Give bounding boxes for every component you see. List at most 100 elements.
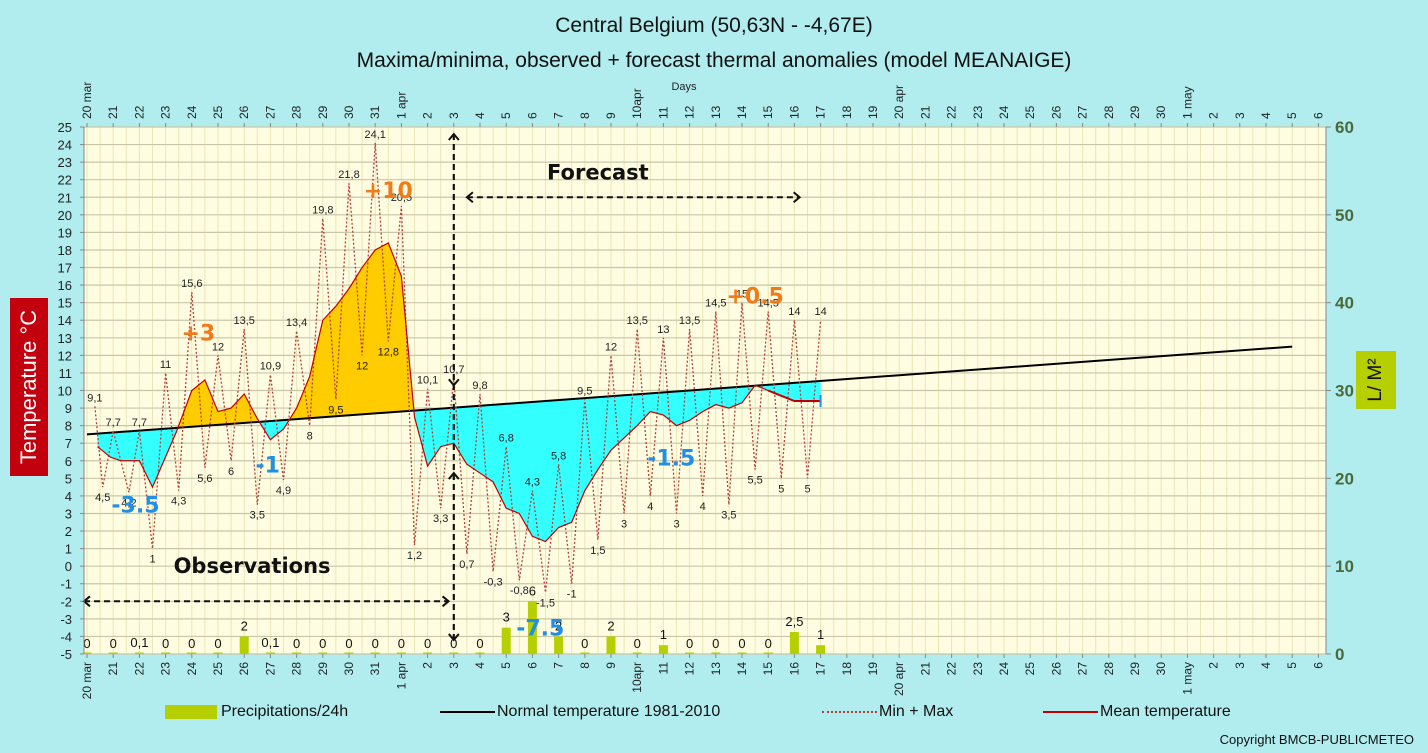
y-tick-label-left: 12: [58, 348, 72, 363]
chart-subtitle: Maxima/minima, observed + forecast therm…: [356, 49, 1072, 72]
x-tick-label-bottom: 13: [709, 662, 723, 676]
min-max-label: 4,3: [171, 496, 186, 508]
precip-bar: [82, 652, 92, 654]
precip-bar: [134, 652, 144, 654]
min-max-label: 1,5: [590, 545, 605, 557]
legend-item-minmax: Min + Max: [822, 701, 953, 723]
x-tick-label-top: 30: [342, 105, 356, 119]
x-tick-label-top: 5: [499, 112, 513, 119]
negative-anomaly-area: [97, 427, 178, 488]
y-tick-label-left: 5: [65, 471, 72, 486]
min-max-label: 10,1: [417, 375, 438, 387]
y-tick-label-left: 16: [58, 278, 72, 293]
x-tick-label-bottom: 24: [185, 662, 199, 676]
x-tick-label-top: 8: [578, 112, 592, 119]
x-tick-label-top: 16: [787, 105, 801, 119]
precip-bar: [239, 636, 249, 654]
x-tick-label-bottom: 4: [1259, 662, 1273, 669]
precip-label: 0: [188, 636, 195, 651]
x-tick-label-bottom: 30: [342, 662, 356, 676]
x-tick-label-bottom: 10apr: [630, 662, 644, 693]
x-tick-label-bottom: 14: [735, 662, 749, 676]
min-max-label: 13,5: [679, 315, 700, 327]
arrow-head-right: [441, 595, 451, 608]
min-max-label: 0,7: [459, 559, 474, 571]
x-tick-label-bottom: 2: [421, 662, 435, 669]
y-tick-label-left: 22: [58, 173, 72, 188]
precip-bar: [737, 652, 747, 654]
min-max-label: 20,5: [391, 192, 412, 204]
copyright: Copyright BMCB-PUBLICMETEO: [1219, 732, 1414, 747]
precip-label: 2,5: [785, 614, 803, 629]
precip-bar: [265, 652, 275, 654]
x-tick-label-bottom: 1 may: [1180, 662, 1194, 695]
legend-item-normal: Normal temperature 1981-2010: [440, 701, 720, 723]
min-max-label: 13,4: [286, 317, 307, 329]
x-tick-label-top: 20 apr: [892, 85, 906, 119]
precip-bar: [554, 636, 564, 654]
x-tick-label-top: 28: [290, 105, 304, 119]
x-tick-label-top: 4: [1259, 112, 1273, 119]
arrow-head-down: [448, 633, 460, 642]
x-tick-label-top: 5: [1285, 112, 1299, 119]
precip-bar: [449, 652, 459, 654]
x-tick-label-bottom: 24: [997, 662, 1011, 676]
min-max-label: 15: [736, 289, 748, 301]
y-tick-label-right: 30: [1335, 382, 1354, 401]
negative-anomaly-area: [756, 380, 821, 402]
min-max-label: 5,5: [747, 475, 762, 487]
x-tick-label-top: 2: [421, 112, 435, 119]
precip-label: 0: [686, 636, 693, 651]
min-max-label: 24,1: [364, 129, 385, 141]
min-max-label: 5,6: [197, 473, 212, 485]
x-tick-label-top: 21: [918, 105, 932, 119]
x-tick-label-bottom: 7: [552, 662, 566, 669]
y-tick-label-left: 23: [58, 155, 72, 170]
precip-label: 0: [319, 636, 326, 651]
min-max-label: 1: [149, 554, 155, 566]
min-max-label: 6,8: [499, 433, 514, 445]
precip-label: 0,1: [130, 635, 148, 650]
y-axis-right-title-text: L/ M²: [1365, 358, 1386, 402]
x-tick-label-top: 23: [971, 105, 985, 119]
min-max-label: 4,9: [276, 485, 291, 497]
min-max-label: 12,8: [378, 346, 399, 358]
y-tick-label-right: 50: [1335, 206, 1354, 225]
min-max-label: 14: [788, 306, 800, 318]
y-tick-label-left: 3: [65, 506, 72, 521]
x-tick-label-top: 20 mar: [80, 82, 94, 119]
legend-label-mean: Mean temperature: [1100, 703, 1231, 720]
x-tick-label-bottom: 16: [787, 662, 801, 676]
min-max-label: 3,5: [250, 510, 265, 522]
min-max-label: 3: [673, 518, 679, 530]
precip-bar: [475, 652, 485, 654]
min-max-label: 10,9: [260, 361, 281, 373]
y-tick-label-right: 0: [1335, 645, 1344, 664]
min-max-label: 4,5: [95, 492, 110, 504]
x-tick-label-top: 25: [211, 105, 225, 119]
precip-label: 0: [765, 636, 772, 651]
x-tick-label-bottom: 18: [840, 662, 854, 676]
negative-anomaly-area: [259, 419, 290, 440]
x-tick-label-bottom: 3: [1233, 662, 1247, 669]
precip-bar: [632, 652, 642, 654]
min-max-label: 11: [160, 359, 171, 371]
min-max-label: 9,5: [328, 404, 343, 416]
x-tick-label-top: 17: [814, 105, 828, 119]
y-tick-label-left: -4: [60, 629, 72, 644]
x-tick-label-bottom: 21: [106, 662, 120, 676]
arrow-head-left: [465, 191, 474, 204]
y-tick-label-left: 19: [58, 225, 72, 240]
min-max-label: 4: [700, 501, 706, 513]
precip-label: 0: [83, 636, 90, 651]
y-tick-label-left: 13: [58, 331, 72, 346]
x-tick-label-bottom: 20 apr: [892, 662, 906, 696]
precip-label: 2: [555, 618, 562, 633]
precip-bar: [685, 652, 695, 654]
y-axis-right-title: L/ M²: [1356, 351, 1396, 409]
x-tick-label-bottom: 27: [1076, 662, 1090, 676]
x-tick-label-top: 6: [1311, 112, 1325, 119]
precip-label: 1: [660, 627, 667, 642]
x-tick-label-top: 13: [709, 105, 723, 119]
min-max-label: 14,5: [705, 297, 726, 309]
